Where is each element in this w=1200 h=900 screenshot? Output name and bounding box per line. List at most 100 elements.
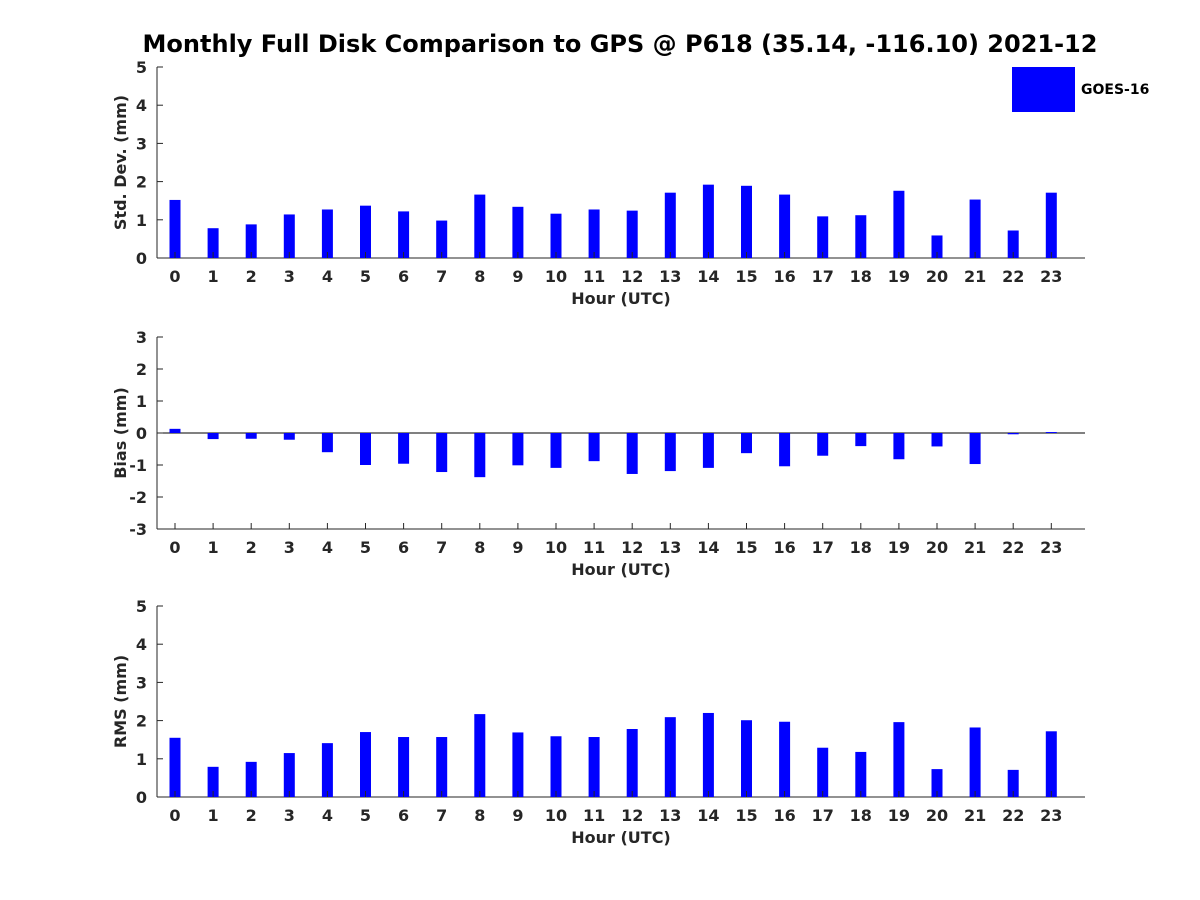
x-tick-label: 1	[208, 267, 219, 286]
bar-hour-14	[702, 433, 714, 468]
x-tick-label: 23	[1040, 267, 1062, 286]
bar-hour-3	[283, 214, 295, 258]
bar-hour-4	[321, 743, 333, 797]
x-tick-label: 4	[322, 267, 333, 286]
bar-hour-19	[893, 722, 905, 797]
bar-hour-17	[817, 216, 829, 258]
x-tick-label: 6	[398, 267, 409, 286]
y-tick-label: -3	[129, 520, 147, 539]
bar-hour-10	[550, 433, 562, 468]
bar-hour-2	[245, 224, 257, 258]
y-axis-label: Bias (mm)	[111, 387, 130, 479]
bar-hour-12	[626, 433, 638, 474]
y-axis-label: Std. Dev. (mm)	[111, 95, 130, 230]
x-tick-label: 17	[812, 806, 834, 825]
bar-hour-13	[664, 433, 676, 472]
y-tick-label: 2	[136, 173, 147, 192]
bar-hour-5	[360, 433, 371, 465]
bar-hour-16	[779, 721, 791, 797]
bar-hour-16	[779, 194, 791, 258]
y-tick-label: 5	[136, 58, 147, 77]
bar-hour-8	[474, 433, 486, 478]
bar-hour-6	[398, 211, 410, 258]
bar-hour-18	[855, 433, 867, 447]
bar-hour-21	[969, 199, 981, 258]
bar-hour-22	[1007, 230, 1019, 258]
x-tick-label: 9	[512, 538, 523, 557]
bar-hour-11	[588, 737, 600, 797]
bar-hour-17	[817, 433, 829, 456]
x-tick-label: 14	[697, 267, 719, 286]
y-tick-label: 3	[136, 134, 147, 153]
y-tick-label: 1	[136, 392, 147, 411]
x-tick-label: 19	[888, 538, 910, 557]
x-tick-label: 7	[436, 267, 447, 286]
bar-hour-7	[436, 737, 448, 797]
x-tick-label: 10	[545, 806, 567, 825]
x-tick-label: 23	[1040, 538, 1062, 557]
x-tick-label: 18	[850, 806, 872, 825]
x-tick-label: 3	[284, 806, 295, 825]
x-tick-label: 10	[545, 538, 567, 557]
x-tick-label: 2	[246, 806, 257, 825]
bar-hour-23	[1045, 192, 1057, 258]
bar-hour-16	[779, 433, 791, 467]
y-tick-label: 0	[136, 249, 147, 268]
x-tick-label: 9	[512, 806, 523, 825]
x-axis-label: Hour (UTC)	[571, 560, 671, 579]
bar-hour-5	[360, 205, 371, 258]
x-tick-label: 11	[583, 267, 605, 286]
bar-hour-13	[664, 192, 676, 258]
x-tick-label: 18	[850, 267, 872, 286]
bar-hour-23	[1045, 731, 1057, 797]
legend-label-goes-16: GOES-16	[1081, 82, 1149, 98]
x-tick-label: 1	[208, 538, 219, 557]
x-tick-label: 16	[773, 538, 795, 557]
x-tick-label: 9	[512, 267, 523, 286]
x-tick-label: 8	[474, 806, 485, 825]
x-tick-label: 2	[246, 538, 257, 557]
y-tick-label: 0	[136, 788, 147, 807]
y-tick-label: 1	[136, 211, 147, 230]
x-tick-label: 18	[850, 538, 872, 557]
bar-hour-9	[512, 433, 524, 466]
x-tick-label: 14	[697, 806, 719, 825]
bar-hour-2	[245, 433, 257, 439]
bar-hour-8	[474, 194, 486, 258]
y-tick-label: 4	[136, 635, 147, 654]
bar-hour-0	[169, 737, 181, 797]
bar-hour-5	[360, 732, 371, 797]
x-tick-label: 17	[812, 267, 834, 286]
x-tick-label: 7	[436, 806, 447, 825]
x-tick-label: 2	[246, 267, 257, 286]
x-tick-label: 20	[926, 538, 948, 557]
x-tick-label: 12	[621, 267, 643, 286]
bar-hour-20	[931, 433, 943, 447]
x-tick-label: 14	[697, 538, 719, 557]
legend-swatch-goes-16	[1012, 67, 1075, 112]
bar-hour-14	[702, 184, 714, 258]
bar-hour-6	[398, 737, 410, 797]
bar-hour-23	[1045, 432, 1057, 433]
x-tick-label: 21	[964, 267, 986, 286]
bar-hour-0	[169, 428, 181, 433]
bar-hour-4	[321, 209, 333, 258]
y-tick-label: 1	[136, 750, 147, 769]
bar-hour-10	[550, 736, 562, 797]
bar-hour-3	[283, 753, 295, 797]
y-tick-label: 3	[136, 673, 147, 692]
x-tick-label: 0	[169, 267, 180, 286]
x-tick-label: 22	[1002, 806, 1024, 825]
x-tick-label: 7	[436, 538, 447, 557]
x-tick-label: 4	[322, 806, 333, 825]
y-tick-label: 5	[136, 597, 147, 616]
bar-hour-12	[626, 729, 638, 797]
bar-hour-18	[855, 751, 867, 797]
y-tick-label: 0	[136, 424, 147, 443]
x-tick-label: 5	[360, 267, 371, 286]
bar-hour-20	[931, 769, 943, 797]
bar-hour-10	[550, 213, 562, 258]
